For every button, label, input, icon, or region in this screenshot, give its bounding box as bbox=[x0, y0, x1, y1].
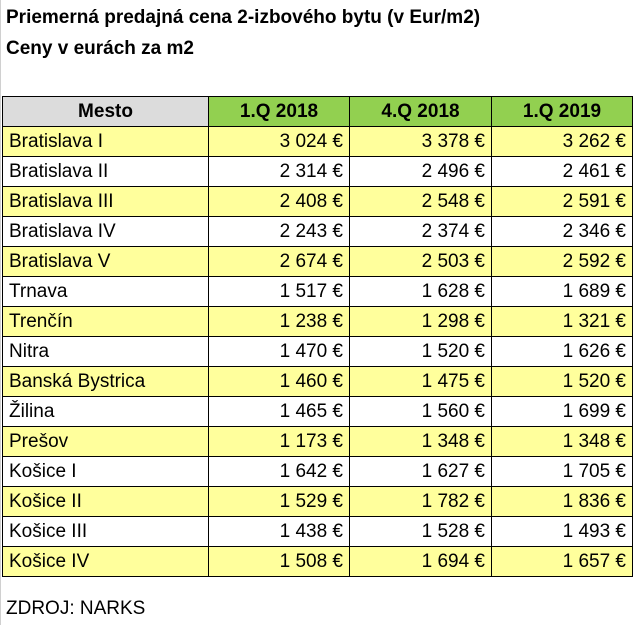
q4-2018-cell[interactable]: 1 298 € bbox=[349, 306, 492, 337]
q1-2019-cell[interactable]: 2 461 € bbox=[491, 156, 633, 187]
q1-2018-cell[interactable]: 1 517 € bbox=[208, 276, 350, 307]
q1-2019-cell[interactable]: 1 493 € bbox=[491, 516, 633, 547]
q1-2019-cell[interactable]: 1 520 € bbox=[491, 366, 633, 397]
city-cell[interactable]: Košice I bbox=[2, 456, 209, 487]
city-cell[interactable]: Bratislava V bbox=[2, 246, 209, 277]
q1-2018-cell[interactable]: 1 460 € bbox=[208, 366, 350, 397]
table-row: Trnava 1 517 €1 628 €1 689 € bbox=[2, 276, 633, 307]
table-row: Košice II 1 529 €1 782 €1 836 € bbox=[2, 486, 633, 517]
q1-2018-cell[interactable]: 1 642 € bbox=[208, 456, 350, 487]
q4-2018-cell[interactable]: 1 560 € bbox=[349, 396, 492, 427]
city-cell[interactable]: Žilina bbox=[2, 396, 209, 427]
header-q1-2018[interactable]: 1.Q 2018 bbox=[208, 96, 350, 127]
q1-2019-cell[interactable]: 1 321 € bbox=[491, 306, 633, 337]
q1-2018-cell[interactable]: 1 465 € bbox=[208, 396, 350, 427]
price-table: Mesto 1.Q 2018 4.Q 2018 1.Q 2019 Bratisl… bbox=[2, 96, 633, 577]
city-cell[interactable]: Banská Bystrica bbox=[2, 366, 209, 397]
city-cell[interactable]: Trenčín bbox=[2, 306, 209, 337]
q1-2019-cell[interactable]: 1 348 € bbox=[491, 426, 633, 457]
table-row: Bratislava III 2 408 €2 548 €2 591 € bbox=[2, 186, 633, 217]
source-note: ZDROJ: NARKS bbox=[6, 598, 146, 619]
q1-2019-cell[interactable]: 1 689 € bbox=[491, 276, 633, 307]
city-cell[interactable]: Košice II bbox=[2, 486, 209, 517]
page-title: Priemerná predajná cena 2-izbového bytu … bbox=[6, 7, 481, 28]
q1-2018-cell[interactable]: 2 314 € bbox=[208, 156, 350, 187]
city-cell[interactable]: Košice IV bbox=[2, 546, 209, 577]
q1-2018-cell[interactable]: 2 243 € bbox=[208, 216, 350, 247]
q4-2018-cell[interactable]: 1 520 € bbox=[349, 336, 492, 367]
city-cell[interactable]: Bratislava II bbox=[2, 156, 209, 187]
table-row: Košice III 1 438 €1 528 €1 493 € bbox=[2, 516, 633, 547]
q1-2019-cell[interactable]: 2 592 € bbox=[491, 246, 633, 277]
q1-2018-cell[interactable]: 2 408 € bbox=[208, 186, 350, 217]
table-row: Banská Bystrica 1 460 €1 475 €1 520 € bbox=[2, 366, 633, 397]
q1-2018-cell[interactable]: 1 508 € bbox=[208, 546, 350, 577]
header-q4-2018[interactable]: 4.Q 2018 bbox=[349, 96, 492, 127]
q1-2019-cell[interactable]: 3 262 € bbox=[491, 126, 633, 157]
city-cell[interactable]: Košice III bbox=[2, 516, 209, 547]
q4-2018-cell[interactable]: 1 475 € bbox=[349, 366, 492, 397]
q4-2018-cell[interactable]: 2 503 € bbox=[349, 246, 492, 277]
q1-2018-cell[interactable]: 3 024 € bbox=[208, 126, 350, 157]
q1-2018-cell[interactable]: 1 238 € bbox=[208, 306, 350, 337]
table-row: Trenčín 1 238 €1 298 €1 321 € bbox=[2, 306, 633, 337]
q4-2018-cell[interactable]: 1 528 € bbox=[349, 516, 492, 547]
q4-2018-cell[interactable]: 2 374 € bbox=[349, 216, 492, 247]
table-row: Bratislava II 2 314 €2 496 €2 461 € bbox=[2, 156, 633, 187]
q1-2019-cell[interactable]: 2 346 € bbox=[491, 216, 633, 247]
city-cell[interactable]: Bratislava IV bbox=[2, 216, 209, 247]
table-row: Žilina 1 465 €1 560 €1 699 € bbox=[2, 396, 633, 427]
page-edge bbox=[0, 0, 1, 625]
q4-2018-cell[interactable]: 1 627 € bbox=[349, 456, 492, 487]
table-row: Košice IV 1 508 €1 694 €1 657 € bbox=[2, 546, 633, 577]
q1-2019-cell[interactable]: 1 699 € bbox=[491, 396, 633, 427]
q1-2019-cell[interactable]: 1 705 € bbox=[491, 456, 633, 487]
q4-2018-cell[interactable]: 1 782 € bbox=[349, 486, 492, 517]
q1-2018-cell[interactable]: 1 438 € bbox=[208, 516, 350, 547]
q1-2018-cell[interactable]: 1 470 € bbox=[208, 336, 350, 367]
q1-2018-cell[interactable]: 1 173 € bbox=[208, 426, 350, 457]
q4-2018-cell[interactable]: 1 694 € bbox=[349, 546, 492, 577]
table-row: Nitra 1 470 €1 520 €1 626 € bbox=[2, 336, 633, 367]
header-q1-2019[interactable]: 1.Q 2019 bbox=[491, 96, 633, 127]
q4-2018-cell[interactable]: 1 628 € bbox=[349, 276, 492, 307]
q1-2019-cell[interactable]: 1 626 € bbox=[491, 336, 633, 367]
q4-2018-cell[interactable]: 2 548 € bbox=[349, 186, 492, 217]
q4-2018-cell[interactable]: 2 496 € bbox=[349, 156, 492, 187]
table-row: Bratislava IV 2 243 €2 374 €2 346 € bbox=[2, 216, 633, 247]
q1-2018-cell[interactable]: 2 674 € bbox=[208, 246, 350, 277]
table-row: Prešov 1 173 €1 348 €1 348 € bbox=[2, 426, 633, 457]
page-subtitle: Ceny v eurách za m2 bbox=[6, 38, 194, 59]
header-mesto[interactable]: Mesto bbox=[2, 96, 209, 127]
city-cell[interactable]: Bratislava I bbox=[2, 126, 209, 157]
city-cell[interactable]: Trnava bbox=[2, 276, 209, 307]
q1-2019-cell[interactable]: 1 836 € bbox=[491, 486, 633, 517]
city-cell[interactable]: Nitra bbox=[2, 336, 209, 367]
city-cell[interactable]: Bratislava III bbox=[2, 186, 209, 217]
q4-2018-cell[interactable]: 3 378 € bbox=[349, 126, 492, 157]
q4-2018-cell[interactable]: 1 348 € bbox=[349, 426, 492, 457]
city-cell[interactable]: Prešov bbox=[2, 426, 209, 457]
table-header-row: Mesto 1.Q 2018 4.Q 2018 1.Q 2019 bbox=[2, 96, 633, 127]
q1-2018-cell[interactable]: 1 529 € bbox=[208, 486, 350, 517]
q1-2019-cell[interactable]: 2 591 € bbox=[491, 186, 633, 217]
q1-2019-cell[interactable]: 1 657 € bbox=[491, 546, 633, 577]
